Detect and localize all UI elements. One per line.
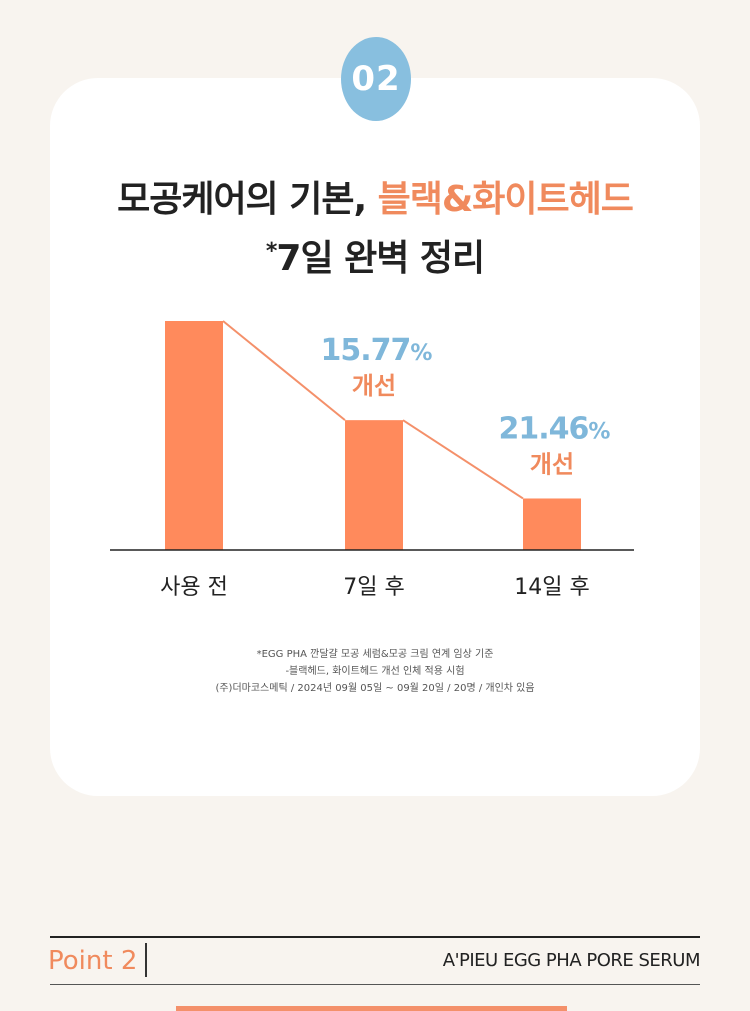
x-tick-label: 사용 전 [160,575,228,600]
x-tick-label: 7일 후 [343,575,404,600]
bottom-accent-bar [176,1006,567,1011]
footnote: *EGG PHA 깐달걀 모공 세럼&모공 크림 연계 임상 기준 -블랙헤드,… [0,646,750,697]
annotation-unit: % [410,341,432,366]
headline-highlight: 블랙&화이트헤드 [377,179,634,220]
bar-chart: 사용 전 7일 후 14일 후 15.77% 개선 21.46% 개선 [110,320,634,600]
headline-plain: 모공케어의 기본, [117,179,378,220]
footnote-line-3: (주)더마코스메틱 / 2024년 09월 05일 ~ 09월 20일 / 20… [215,683,535,694]
annotation-label: 개선 [530,450,574,478]
brand-name: A'PIEU EGG PHA PORE SERUM [442,950,701,971]
footer-bottom-rule [50,984,700,985]
bar-3 [523,498,581,550]
headline: 모공케어의 기본, 블랙&화이트헤드 *7일 완벽 정리 [0,174,750,285]
footnote-line-1: *EGG PHA 깐달걀 모공 세럼&모공 크림 연계 임상 기준 [256,649,494,660]
annotation-label: 개선 [352,372,396,400]
bar-2 [345,420,403,550]
annotation-value: 15.77% [321,333,433,368]
headline-subtext: 7일 완벽 정리 [276,238,485,279]
headline-line-2: *7일 완벽 정리 [0,226,750,285]
annotation-unit: % [588,419,610,444]
footer-top-rule [50,936,700,938]
point-label: Point 2 [48,946,138,976]
step-badge: 02 [341,37,411,121]
footnote-line-2: -블랙헤드, 화이트헤드 개선 인체 적용 시험 [285,666,465,677]
trend-line-2 [402,419,524,500]
bar-1 [165,321,223,550]
trend-line-1 [222,320,346,421]
point-divider [145,943,147,977]
headline-asterisk: * [265,239,277,264]
headline-line-1: 모공케어의 기본, 블랙&화이트헤드 [0,174,750,226]
x-tick-label: 14일 후 [514,575,589,600]
annotation-value: 21.46% [499,411,611,446]
